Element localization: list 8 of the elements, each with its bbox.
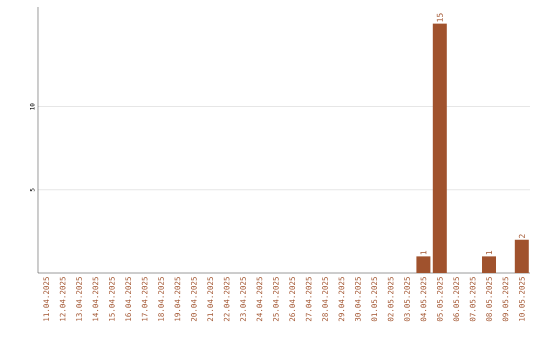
- bar: [482, 256, 496, 273]
- bar: [432, 24, 447, 273]
- data-label: 15: [436, 13, 443, 22]
- data-label: 2: [518, 234, 525, 238]
- bar: [416, 256, 430, 273]
- data-label: 1: [420, 250, 426, 254]
- bar: [514, 240, 529, 273]
- data-label: 1: [486, 250, 492, 254]
